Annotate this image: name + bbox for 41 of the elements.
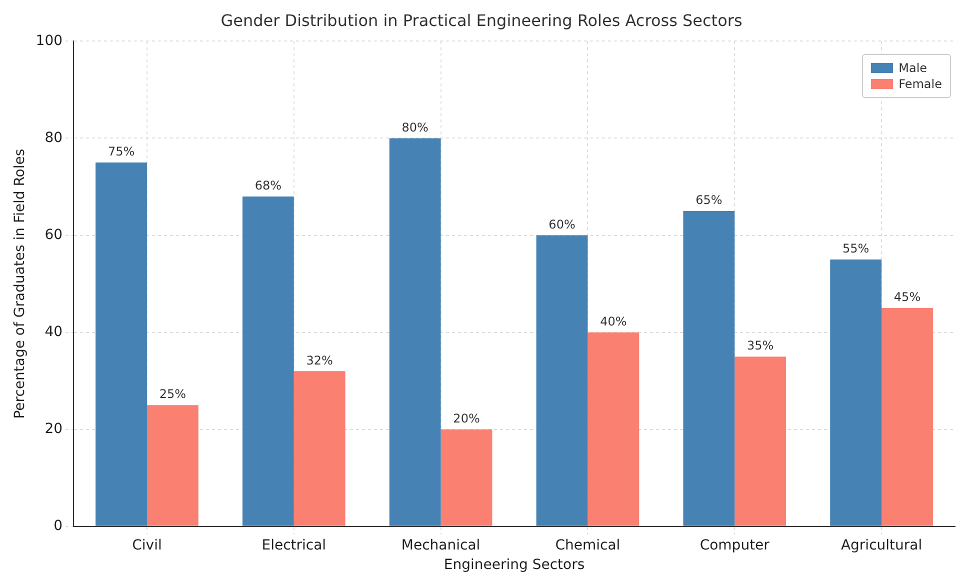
legend-label: Male <box>898 61 928 75</box>
x-tick-label: Mechanical <box>401 537 480 554</box>
bar <box>146 405 198 526</box>
y-tick-label: 20 <box>44 421 63 437</box>
data-label: 40% <box>600 314 627 328</box>
data-label: 25% <box>159 387 186 402</box>
y-tick-label: 100 <box>36 32 63 49</box>
data-label: 35% <box>747 338 774 353</box>
data-label: 45% <box>894 290 921 304</box>
bar <box>734 356 786 526</box>
bar <box>683 211 735 526</box>
chart-title: Gender Distribution in Practical Engineering Roles Across Sectors <box>220 10 742 30</box>
legend-label: Female <box>898 77 942 91</box>
bar <box>389 138 441 526</box>
y-tick-label: 60 <box>44 226 63 243</box>
bar <box>96 162 147 526</box>
y-tick-label: 0 <box>54 518 63 534</box>
data-label: 75% <box>108 144 135 159</box>
y-tick-label: 40 <box>44 324 63 340</box>
bar <box>242 196 294 526</box>
x-axis-title: Engineering Sectors <box>444 557 585 574</box>
x-tick-label: Computer <box>700 537 770 554</box>
data-label: 65% <box>696 193 722 208</box>
bar <box>536 235 588 526</box>
x-tick-label: Chemical <box>555 537 620 554</box>
x-tick-label: Civil <box>132 537 162 554</box>
y-tick-label: 80 <box>44 130 63 146</box>
x-tick-label: Agricultural <box>840 537 922 554</box>
bar <box>440 429 492 526</box>
bar <box>830 260 882 526</box>
bar <box>588 332 640 526</box>
y-axis-title: Percentage of Graduates in Field Roles <box>12 148 28 419</box>
data-label: 55% <box>842 242 870 256</box>
x-tick-label: Electrical <box>262 537 326 554</box>
data-label: 20% <box>453 411 480 426</box>
data-label: 80% <box>402 120 428 134</box>
data-label: 68% <box>254 178 282 193</box>
data-label: 32% <box>306 353 333 368</box>
data-label: 60% <box>548 217 576 232</box>
bar <box>294 371 346 526</box>
bar <box>882 308 933 526</box>
